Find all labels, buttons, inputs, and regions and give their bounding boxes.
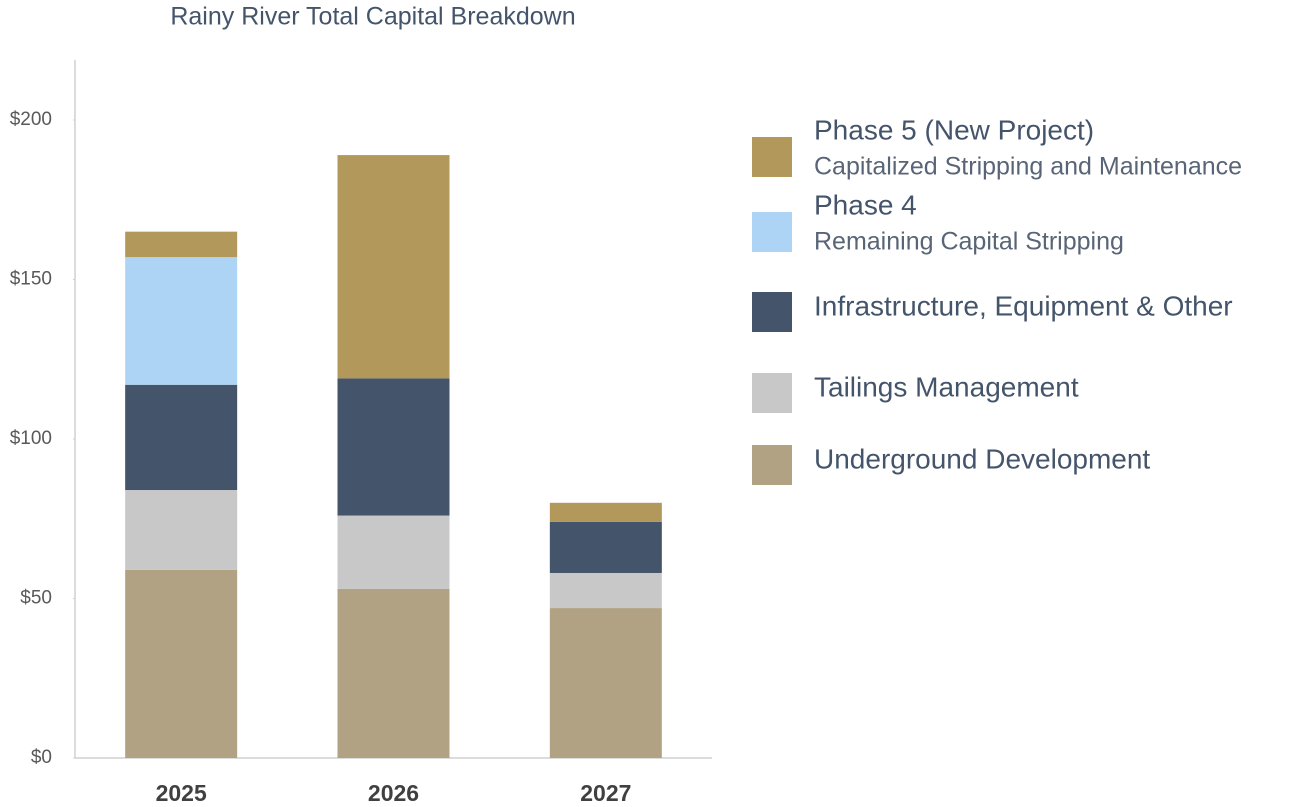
y-tick-label: $150 bbox=[10, 269, 52, 290]
y-tick-label: $100 bbox=[10, 428, 52, 449]
bar-segment bbox=[337, 155, 450, 379]
bar-segment bbox=[125, 257, 238, 385]
bar-segment bbox=[125, 231, 238, 258]
legend-swatch bbox=[752, 373, 792, 413]
legend-label: Tailings Management bbox=[814, 371, 1079, 402]
bar-segment bbox=[337, 515, 450, 589]
legend-label: Underground Development bbox=[814, 443, 1150, 474]
bar-segment bbox=[337, 378, 450, 516]
legend-label: Infrastructure, Equipment & Other bbox=[814, 290, 1233, 321]
bar-segment bbox=[549, 521, 662, 573]
bar-segment bbox=[549, 572, 662, 609]
bar-segment bbox=[549, 502, 662, 522]
chart-title: Rainy River Total Capital Breakdown bbox=[170, 3, 575, 31]
bar-segment bbox=[125, 490, 238, 570]
x-tick-label: 2027 bbox=[580, 780, 631, 806]
bar-segment bbox=[337, 588, 450, 758]
bar-segment bbox=[549, 608, 662, 758]
y-tick-label: $200 bbox=[10, 109, 52, 130]
x-tick-label: 2026 bbox=[368, 780, 419, 806]
legend-label: Phase 5 (New Project) bbox=[814, 114, 1094, 145]
bar-segment bbox=[125, 384, 238, 491]
legend-label: Phase 4 bbox=[814, 189, 917, 220]
bar-segment bbox=[125, 569, 238, 758]
legend-description: Capitalized Stripping and Maintenance bbox=[814, 153, 1242, 181]
legend-swatch bbox=[752, 212, 792, 252]
legend-swatch bbox=[752, 292, 792, 332]
legend-swatch bbox=[752, 137, 792, 177]
legend-swatch bbox=[752, 445, 792, 485]
x-tick-label: 2025 bbox=[156, 780, 207, 806]
legend-description: Remaining Capital Stripping bbox=[814, 228, 1124, 256]
y-tick-label: $0 bbox=[31, 747, 52, 768]
y-tick-label: $50 bbox=[20, 588, 52, 609]
